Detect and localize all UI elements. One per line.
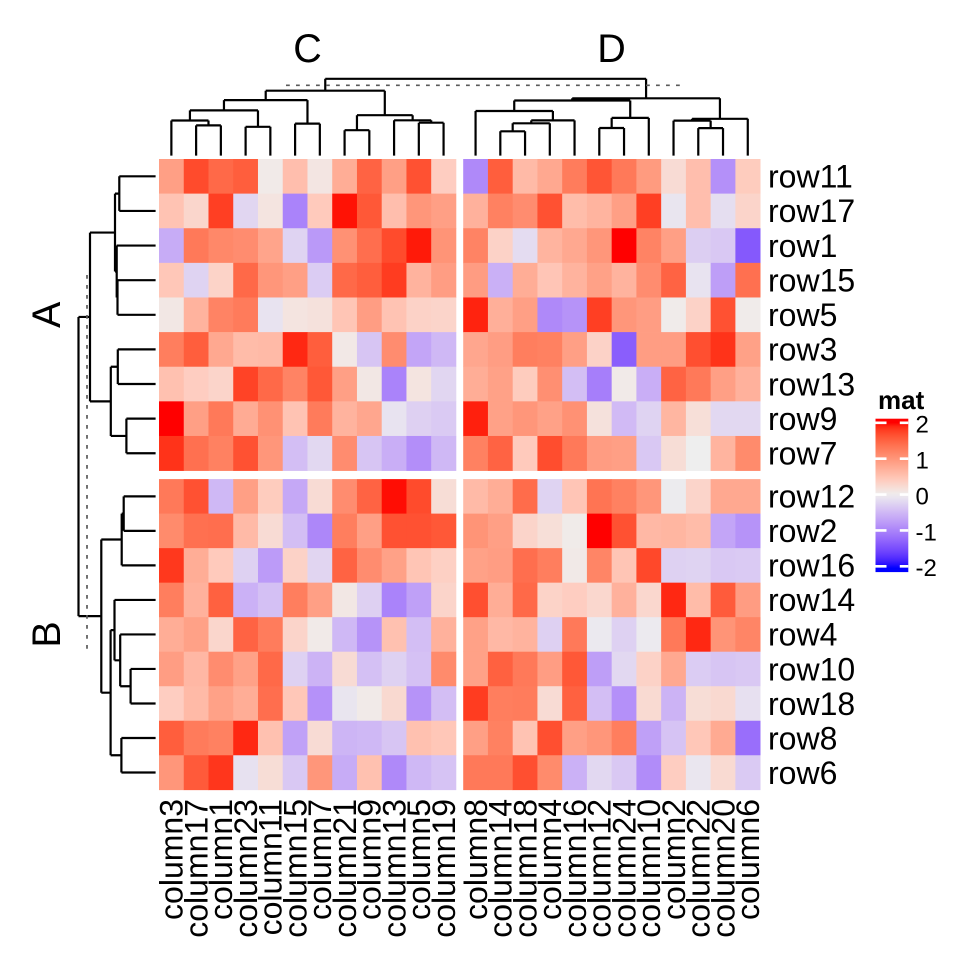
svg-text:row2: row2 <box>768 513 837 549</box>
svg-text:row14: row14 <box>768 582 855 618</box>
svg-text:column18: column18 <box>507 799 543 938</box>
svg-text:column16: column16 <box>557 799 593 938</box>
svg-text:column23: column23 <box>228 799 264 938</box>
svg-text:column21: column21 <box>327 799 363 938</box>
svg-text:row12: row12 <box>768 479 855 515</box>
svg-text:row16: row16 <box>768 548 855 584</box>
svg-text:row1: row1 <box>768 228 837 264</box>
svg-text:row13: row13 <box>768 366 855 402</box>
svg-text:column6: column6 <box>730 799 766 920</box>
svg-text:row11: row11 <box>768 159 853 195</box>
svg-text:row3: row3 <box>768 332 837 368</box>
svg-text:column14: column14 <box>483 799 519 938</box>
svg-text:C: C <box>293 27 322 71</box>
svg-text:column9: column9 <box>352 799 388 920</box>
svg-text:column19: column19 <box>426 799 462 938</box>
svg-text:A: A <box>25 301 69 328</box>
svg-text:D: D <box>597 27 626 71</box>
svg-text:row18: row18 <box>768 686 855 722</box>
svg-text:mat: mat <box>878 385 925 415</box>
svg-text:row7: row7 <box>768 436 837 472</box>
svg-text:-1: -1 <box>916 519 937 546</box>
svg-text:row10: row10 <box>768 651 855 687</box>
svg-text:row15: row15 <box>768 262 855 298</box>
svg-text:column12: column12 <box>582 799 618 938</box>
svg-text:B: B <box>25 621 69 647</box>
svg-text:row6: row6 <box>768 755 837 791</box>
svg-text:column15: column15 <box>277 799 313 938</box>
svg-text:row5: row5 <box>768 297 837 333</box>
svg-text:column1: column1 <box>203 799 239 920</box>
svg-text:column13: column13 <box>376 799 412 938</box>
svg-text:column3: column3 <box>154 799 190 920</box>
svg-text:column20: column20 <box>705 799 741 938</box>
svg-text:column2: column2 <box>656 799 692 920</box>
svg-text:column8: column8 <box>458 799 494 920</box>
svg-text:row9: row9 <box>768 401 837 437</box>
svg-text:column11: column11 <box>253 799 289 935</box>
svg-text:-2: -2 <box>916 555 937 582</box>
svg-text:1: 1 <box>916 448 929 475</box>
svg-text:row8: row8 <box>768 720 837 756</box>
svg-text:column22: column22 <box>681 799 717 938</box>
svg-text:0: 0 <box>916 483 929 510</box>
svg-text:row4: row4 <box>768 617 837 653</box>
svg-text:column10: column10 <box>631 799 667 938</box>
svg-text:column17: column17 <box>178 799 214 938</box>
svg-text:row17: row17 <box>768 193 855 229</box>
svg-text:2: 2 <box>916 412 929 439</box>
svg-text:column4: column4 <box>532 799 568 920</box>
svg-text:column5: column5 <box>401 799 437 920</box>
svg-text:column7: column7 <box>302 799 338 920</box>
svg-text:column24: column24 <box>606 799 642 938</box>
